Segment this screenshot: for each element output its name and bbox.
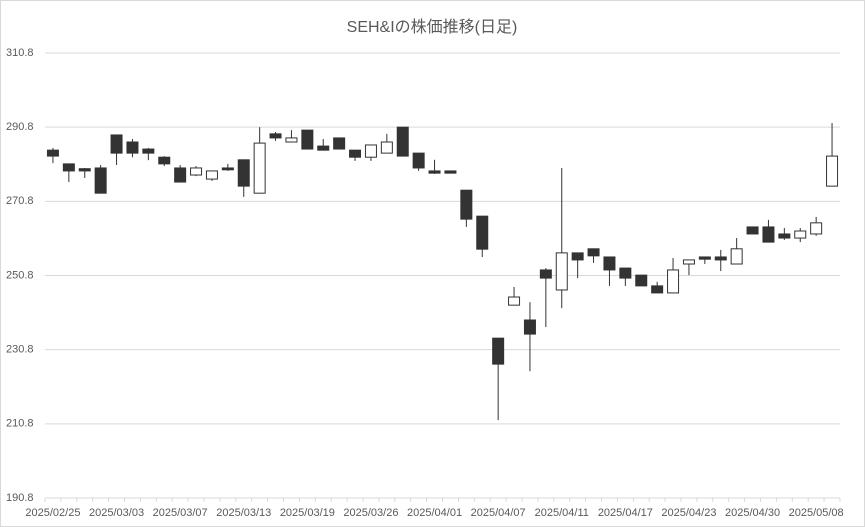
- candle-body: [587, 248, 600, 257]
- x-tick-label: 2025/03/03: [89, 507, 144, 519]
- candle-body: [714, 256, 727, 261]
- candle-body: [62, 163, 75, 172]
- x-tick-label: 2025/03/26: [343, 507, 398, 519]
- candle-body: [492, 337, 505, 365]
- candle-body: [349, 149, 362, 158]
- candle-body: [317, 145, 330, 151]
- candle-body: [428, 170, 441, 174]
- candle-body: [396, 126, 409, 157]
- candle-body: [651, 285, 664, 294]
- x-tick-label: 2025/03/07: [153, 507, 208, 519]
- candle-body: [778, 233, 791, 239]
- x-tick-label: 2025/03/13: [216, 507, 271, 519]
- x-tick-label: 2025/04/07: [471, 507, 526, 519]
- candle-body: [508, 296, 521, 306]
- y-tick-label: 290.8: [6, 121, 34, 133]
- candle-body: [174, 167, 187, 183]
- y-tick-label: 210.8: [6, 418, 34, 430]
- candle-body: [126, 141, 139, 154]
- y-tick-label: 310.8: [6, 47, 34, 59]
- candle-body: [253, 142, 266, 194]
- candle-body: [333, 137, 346, 150]
- candle-body: [826, 155, 839, 187]
- candle-body: [142, 148, 155, 154]
- y-tick-label: 230.8: [6, 344, 34, 356]
- x-tick-label: 2025/04/23: [661, 507, 716, 519]
- candle-body: [285, 137, 298, 143]
- x-tick-label: 2025/04/11: [535, 507, 589, 519]
- candle-body: [190, 167, 203, 176]
- candle-body: [380, 141, 393, 154]
- candle-body: [412, 152, 425, 169]
- candle-body: [571, 252, 584, 261]
- x-tick-label: 2025/05/08: [789, 507, 844, 519]
- candle-body: [667, 269, 680, 294]
- candle-body: [794, 230, 807, 239]
- candle-body: [476, 215, 489, 250]
- candle-body: [221, 167, 234, 171]
- candle-body: [444, 170, 457, 174]
- candle-body: [555, 252, 568, 291]
- y-tick-label: 250.8: [6, 269, 34, 281]
- candle-body: [460, 189, 473, 220]
- candle-body: [301, 129, 314, 150]
- x-tick-label: 2025/04/01: [407, 507, 462, 519]
- x-tick-label: 2025/04/30: [725, 507, 780, 519]
- candle-body: [746, 226, 759, 235]
- candle-body: [635, 274, 648, 287]
- x-tick-label: 2025/04/17: [598, 507, 653, 519]
- candle-body: [810, 222, 823, 235]
- y-tick-label: 270.8: [6, 195, 34, 207]
- candle-body: [682, 259, 695, 265]
- candle-body: [94, 167, 107, 194]
- candle-body: [698, 256, 711, 260]
- candle-body: [762, 226, 775, 243]
- x-tick-label: 2025/02/25: [25, 507, 80, 519]
- candle-body: [619, 267, 632, 279]
- candle-body: [110, 134, 123, 154]
- candle-body: [364, 144, 377, 158]
- candle-body: [730, 248, 743, 265]
- y-tick-label: 190.8: [6, 492, 34, 504]
- candle-body: [46, 149, 59, 157]
- candle-body: [603, 256, 616, 271]
- x-tick-label: 2025/03/19: [280, 507, 335, 519]
- candle-body: [237, 159, 250, 187]
- candle-body: [539, 269, 552, 279]
- candle-body: [205, 170, 218, 180]
- candle-body: [158, 156, 171, 165]
- candle-body: [78, 168, 91, 172]
- candle-body: [523, 319, 536, 335]
- chart-title: SEH&Iの株価推移(日足): [347, 18, 518, 36]
- candle-body: [269, 133, 282, 139]
